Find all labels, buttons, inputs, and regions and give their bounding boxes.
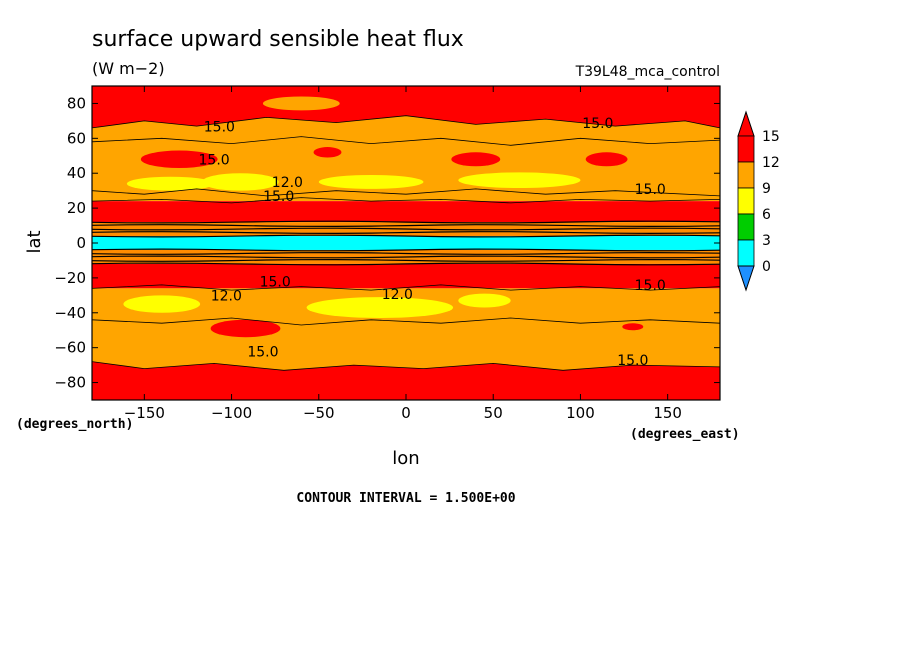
contour-labels: 15.015.012.015.015.015.015.012.0 12.015.0… — [199, 116, 666, 369]
south-orange-edge — [92, 354, 720, 371]
y-tick-label: 80 — [67, 94, 86, 112]
y-tick-label: 0 — [76, 234, 86, 252]
contour-equatorial-1 — [91, 224, 721, 228]
contour-equatorial-9 — [91, 262, 721, 266]
colorbar: 15 12 9 6 3 0 — [737, 110, 780, 292]
yellow-north-3 — [318, 174, 424, 189]
contour-label: 15.0 — [204, 119, 235, 135]
colorbar-level-label: 12 — [762, 155, 780, 171]
y-axis-title: lat — [24, 230, 45, 253]
yellow-south-2 — [306, 297, 454, 319]
red-blob-north-3 — [451, 152, 501, 167]
yellow-north-2 — [201, 173, 279, 191]
experiment-label: T39L48_mca_control — [575, 64, 720, 80]
contour-line-4 — [91, 284, 721, 291]
colorbar-arrow-top — [737, 110, 755, 137]
x-tick-label: 50 — [484, 404, 503, 422]
colorbar-level-label: 3 — [762, 233, 771, 249]
contour-label: 15.0 — [199, 153, 230, 169]
x-tick-label: 100 — [566, 404, 595, 422]
contour-equatorial-5 — [91, 248, 721, 252]
colorbar-level-label: 0 — [762, 259, 771, 275]
colorbar-level-label: 6 — [762, 207, 771, 223]
contour-label: 15.0 — [260, 275, 291, 291]
contour-label: 12.0 — [382, 287, 413, 303]
contour-label: 15.0 — [247, 344, 278, 360]
north-orange-edge — [92, 115, 720, 135]
contour-label: 12.0 — [272, 175, 303, 191]
y-tick-label: −20 — [54, 269, 86, 287]
colorbar-segment — [737, 213, 755, 241]
contour-equatorial-4 — [91, 234, 721, 238]
colorbar-segment — [737, 239, 755, 267]
contour-equatorial-7 — [91, 255, 721, 259]
y-tick-label: 20 — [67, 199, 86, 217]
x-axis-title: lon — [392, 448, 419, 469]
contour-label: 15.0 — [617, 353, 648, 369]
red-blob-south-1 — [210, 319, 281, 338]
contour-equatorial-8 — [91, 258, 721, 262]
y-tick-label: −80 — [54, 374, 86, 392]
contour-label: 15.0 — [582, 116, 613, 132]
y-tick-label: 60 — [67, 129, 86, 147]
red-blob-north-4 — [585, 152, 628, 167]
yellow-north-1 — [126, 176, 215, 191]
contour-line-3 — [91, 197, 721, 204]
contour-equatorial-2 — [91, 227, 721, 231]
red-blob-north-pole — [262, 96, 340, 111]
colorbar-segment — [737, 135, 755, 163]
contour-line-0 — [91, 115, 721, 129]
contour-equatorial-0 — [91, 220, 721, 224]
colorbar-segment — [737, 187, 755, 215]
y-tick-label: 40 — [67, 164, 86, 182]
red-blob-north-1 — [140, 150, 218, 168]
colorbar-level-label: 9 — [762, 181, 771, 197]
contour-line-2 — [91, 188, 721, 197]
x-tick-label: −150 — [124, 404, 165, 422]
colorbar-level-label: 15 — [762, 129, 780, 145]
contour-label: 15.0 — [635, 278, 666, 294]
band-subtropic-north — [92, 201, 720, 223]
contour-line-6 — [91, 361, 721, 371]
contour-line-5 — [91, 317, 721, 326]
x-tick-label: −100 — [211, 404, 252, 422]
contour-equatorial-6 — [91, 251, 721, 255]
contour-label: 15.0 — [635, 182, 666, 198]
red-blob-north-2 — [313, 147, 342, 158]
yellow-south-1 — [123, 295, 201, 313]
colorbar-arrow-bottom — [737, 265, 755, 292]
y-tick-label: −60 — [54, 339, 86, 357]
contour-label: 15.0 — [263, 189, 294, 205]
yellow-south-3 — [458, 293, 511, 308]
axes: −150 −100 −50 0 50 100 150 80 60 40 20 0 −20 −40 −60 −8… — [54, 85, 721, 422]
contour-equatorial-3 — [91, 231, 721, 235]
x-tick-label: 150 — [653, 404, 682, 422]
chart-title: surface upward sensible heat flux — [92, 27, 464, 52]
contour-interval: CONTOUR INTERVAL = 1.500E+00 — [296, 491, 515, 506]
band-subtropic-south — [92, 263, 720, 289]
contour-line-1 — [91, 136, 721, 146]
red-blob-south-2 — [622, 323, 644, 331]
y-units-label: (degrees_north) — [16, 417, 133, 432]
contour-label: 12.0 — [211, 289, 242, 305]
x-tick-label: 0 — [401, 404, 411, 422]
y-tick-label: −40 — [54, 304, 86, 322]
colorbar-segment — [737, 161, 755, 189]
yellow-north-4 — [458, 172, 581, 189]
x-units-label: (degrees_east) — [630, 427, 740, 442]
chart-units: (W m−2) — [92, 59, 165, 78]
band-equator — [92, 236, 720, 250]
x-tick-label: −50 — [303, 404, 335, 422]
contour-lines — [91, 115, 721, 371]
